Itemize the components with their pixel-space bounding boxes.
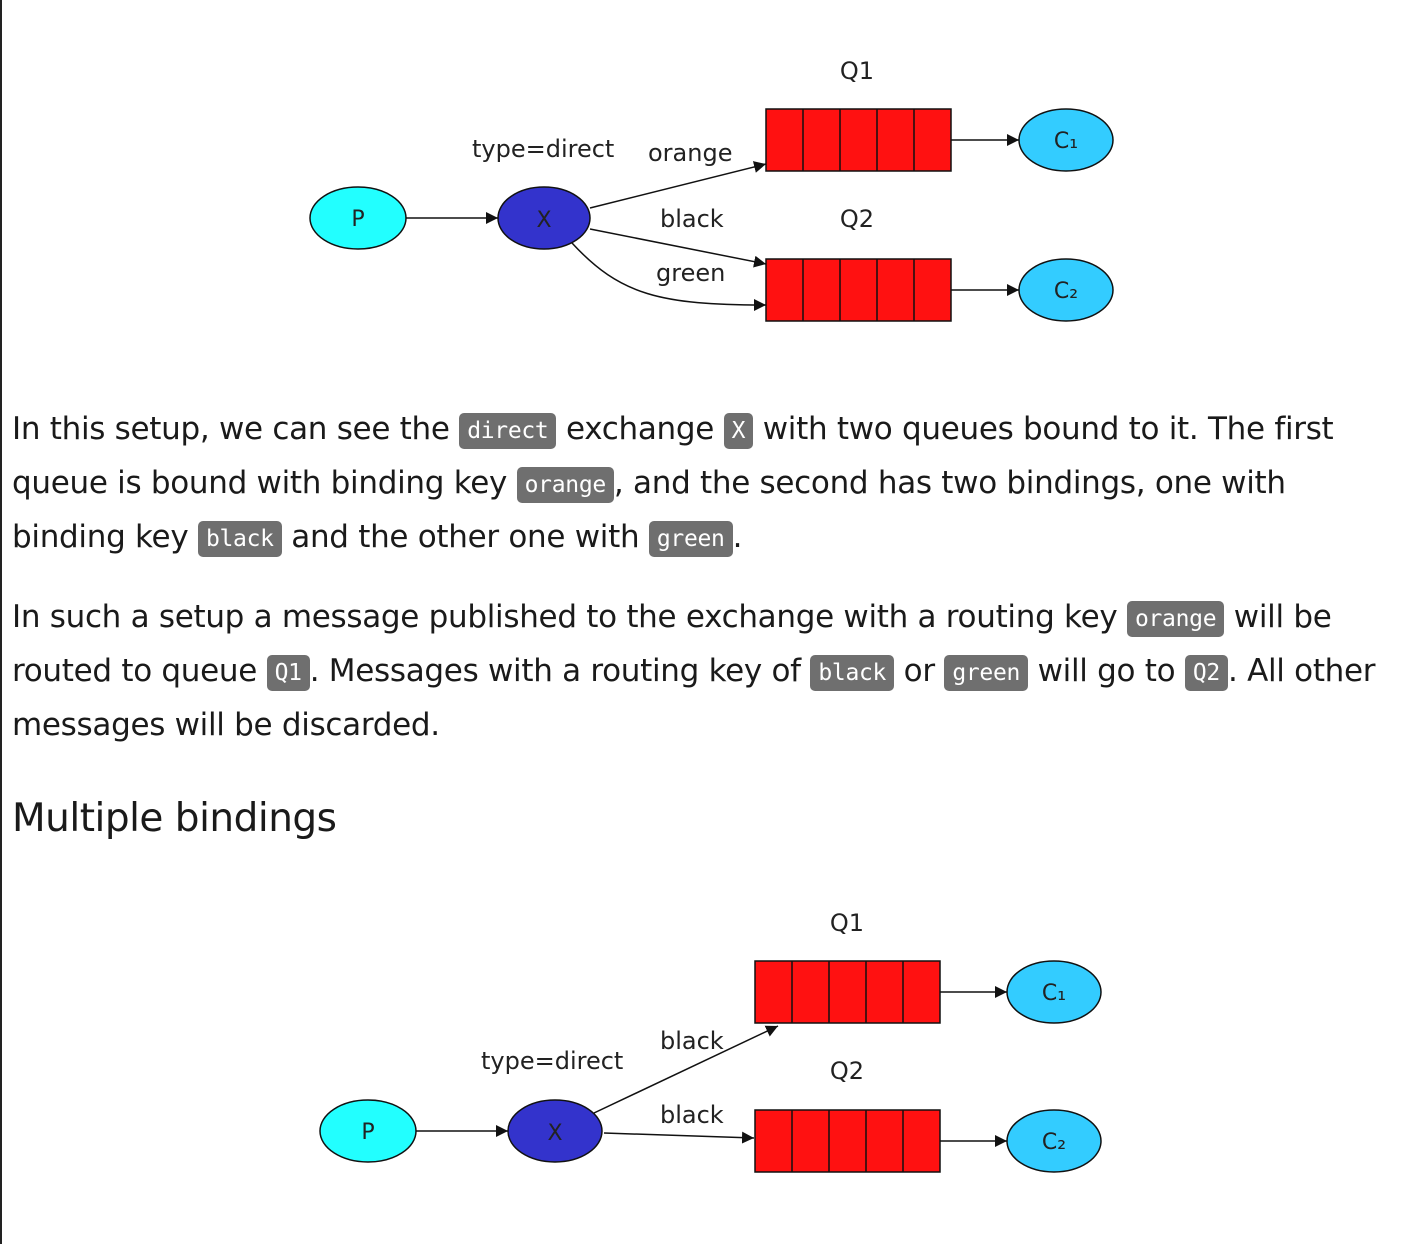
consumer2-label: C₂: [1042, 1130, 1066, 1155]
direct-exchange-diagram: P X type=direct orange black green Q1 Q2…: [309, 57, 1114, 322]
producer-label: P: [361, 1120, 374, 1145]
consumer2-node: C₂: [1006, 1109, 1102, 1173]
routing-description-paragraph: In such a setup a message published to t…: [12, 591, 1412, 751]
queue2-box: [754, 1109, 941, 1173]
consumer1-node: C₁: [1006, 960, 1102, 1024]
text: . Messages with a routing key of: [309, 653, 811, 689]
producer-node: P: [309, 186, 407, 250]
binding-label-green: green: [656, 259, 725, 287]
consumer2-label: C₂: [1054, 279, 1078, 304]
inline-code-orange: orange: [516, 467, 614, 503]
text: binding key: [12, 519, 198, 555]
queue1-box: [754, 960, 941, 1024]
binding-label-orange: orange: [648, 139, 732, 167]
queue2-label: Q2: [840, 205, 874, 233]
queue2-label: Q2: [830, 1057, 864, 1085]
page-left-border: [0, 0, 2, 1244]
inline-code-q1: Q1: [266, 655, 310, 691]
edge-x-to-q2-green: [571, 242, 767, 311]
consumer2-node: C₂: [1018, 258, 1114, 322]
exchange-node: X: [497, 186, 591, 250]
section-heading-multiple-bindings: Multiple bindings: [12, 796, 337, 841]
inline-code-black: black: [810, 655, 895, 691]
text: routed to queue: [12, 653, 267, 689]
binding-label-black-q2: black: [660, 1101, 724, 1129]
edge-x-to-q1-orange: [589, 161, 767, 209]
exchange-label: X: [536, 208, 551, 233]
edge-x-to-q2-black: [589, 228, 767, 268]
binding-label-black-q1: black: [660, 1027, 724, 1055]
text: and the other one with: [281, 519, 649, 555]
inline-code-black: black: [197, 521, 282, 557]
inline-code-direct: direct: [459, 413, 557, 449]
exchange-label: X: [547, 1121, 562, 1146]
text: will be: [1224, 599, 1332, 635]
producer-label: P: [351, 207, 364, 232]
exchange-type-label: type=direct: [481, 1047, 623, 1075]
inline-code-q2: Q2: [1184, 655, 1228, 691]
consumer1-node: C₁: [1018, 108, 1114, 172]
inline-code-green: green: [944, 655, 1029, 691]
queue1-box: [765, 108, 952, 172]
setup-description-paragraph: In this setup, we can see the direct exc…: [12, 403, 1412, 565]
text: , and the second has two bindings, one w…: [613, 465, 1286, 501]
text: queue is bound with binding key: [12, 465, 517, 501]
inline-code-orange: orange: [1126, 601, 1225, 637]
queue1-label: Q1: [840, 57, 874, 85]
text: messages will be discarded.: [12, 707, 440, 743]
text: or: [894, 653, 945, 689]
multiple-bindings-diagram: P X type=direct black black Q1 Q2 C₁ C₂: [319, 909, 1102, 1173]
text: with two queues bound to it. The first: [753, 411, 1334, 447]
text: .: [732, 519, 743, 555]
text: will go to: [1028, 653, 1185, 689]
edge-x-to-q1-black: [593, 1025, 779, 1114]
queue1-label: Q1: [830, 909, 864, 937]
inline-code-x: X: [723, 413, 754, 449]
inline-code-green: green: [648, 521, 733, 557]
text: In such a setup a message published to t…: [12, 599, 1127, 635]
queue2-box: [765, 258, 952, 322]
text: In this setup, we can see the: [12, 411, 460, 447]
binding-label-black: black: [660, 205, 724, 233]
text: . All other: [1227, 653, 1376, 689]
edge-x-to-q2-black: [603, 1131, 755, 1144]
consumer1-label: C₁: [1054, 129, 1078, 154]
exchange-type-label: type=direct: [472, 135, 614, 163]
exchange-node: X: [507, 1099, 603, 1163]
consumer1-label: C₁: [1042, 981, 1066, 1006]
producer-node: P: [319, 1099, 417, 1163]
text: exchange: [556, 411, 724, 447]
